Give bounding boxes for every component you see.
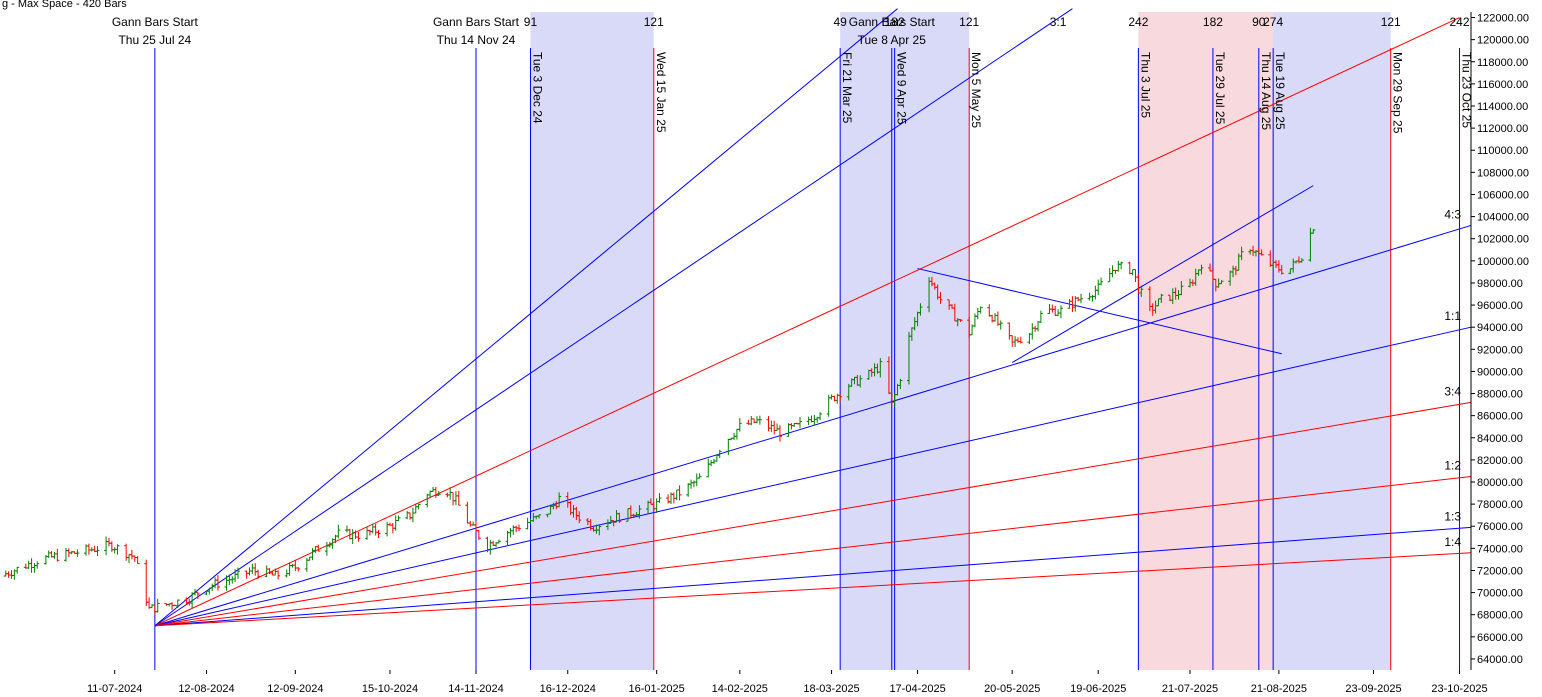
y-tick-label: 84000.00 (1477, 433, 1523, 445)
shaded-regions (530, 12, 1391, 670)
x-tick-label: 14-11-2024 (448, 683, 503, 695)
vertical-marker-label: Thu 14 Aug 25 (1259, 52, 1273, 130)
x-tick-label: 21-08-2025 (1251, 683, 1307, 695)
vertical-marker-label: Fri 21 Mar 25 (840, 52, 854, 124)
vertical-marker-label: Thu 23 Oct 25 (1460, 52, 1474, 128)
x-tick-label: 12-08-2024 (178, 683, 234, 695)
shaded-region (530, 12, 654, 670)
y-tick-label: 68000.00 (1477, 610, 1523, 622)
y-tick-label: 106000.00 (1477, 189, 1529, 201)
fan-line (154, 8, 1073, 627)
gann-start-title: Gann Bars Start (849, 15, 936, 29)
fan-line (154, 475, 1472, 627)
y-tick-label: 104000.00 (1477, 212, 1529, 224)
y-tick-label: 78000.00 (1477, 499, 1523, 511)
chart-axes: 64000.00 66000.00 68000.00 70000.00 72000.00… (87, 12, 1529, 695)
bar-count-label: 274 (1263, 15, 1283, 29)
y-tick-label: 80000.00 (1477, 477, 1523, 489)
x-tick-label: 23-09-2025 (1345, 683, 1401, 695)
x-tick-label: 19-06-2025 (1070, 683, 1126, 695)
fan-line-label: 1:4 (1444, 535, 1461, 549)
y-tick-label: 70000.00 (1477, 588, 1523, 600)
x-tick-label: 20-05-2025 (984, 683, 1040, 695)
y-tick-label: 74000.00 (1477, 543, 1523, 555)
fan-line-label: 3:4 (1444, 384, 1461, 398)
fan-line-label: 1:2 (1444, 458, 1461, 472)
bar-count-label: 242 (1450, 15, 1470, 29)
price-bars (3, 227, 1316, 615)
bar-count-label: 242 (1128, 15, 1148, 29)
fan-line (154, 552, 1472, 627)
vertical-marker-label: Tue 29 Jul 25 (1213, 52, 1227, 125)
y-tick-label: 102000.00 (1477, 234, 1529, 246)
y-tick-label: 92000.00 (1477, 344, 1523, 356)
y-tick-label: 114000.00 (1477, 101, 1528, 113)
y-tick-label: 120000.00 (1477, 35, 1529, 47)
y-tick-label: 90000.00 (1477, 366, 1523, 378)
x-tick-label: 18-03-2025 (803, 683, 859, 695)
y-tick-label: 96000.00 (1477, 300, 1523, 312)
x-tick-label: 21-07-2025 (1162, 683, 1218, 695)
shaded-region (1138, 12, 1274, 670)
fan-line (154, 401, 1472, 627)
chart-labels: Gann Bars Start Thu 25 Jul 24 Gann Bars St… (112, 15, 1474, 549)
fan-line (154, 326, 1472, 627)
bar-count-label: 90 (1252, 15, 1266, 29)
y-tick-label: 76000.00 (1477, 521, 1523, 533)
bar-count-label: 49 (833, 15, 847, 29)
bar-count-label: 3:1 (1050, 15, 1067, 29)
gann-start-date: Thu 14 Nov 24 (437, 33, 516, 47)
fan-line (154, 8, 898, 627)
y-tick-label: 118000.00 (1477, 57, 1528, 69)
x-tick-label: 15-10-2024 (362, 683, 418, 695)
vertical-marker-label: Wed 9 Apr 25 (895, 52, 909, 125)
y-tick-label: 64000.00 (1477, 654, 1523, 666)
gann-start-title: Gann Bars Start (112, 15, 199, 29)
fan-line (154, 224, 1472, 627)
y-tick-label: 108000.00 (1477, 167, 1529, 179)
bar-count-label: 182 (885, 15, 905, 29)
x-tick-label: 14-02-2025 (712, 683, 768, 695)
x-tick-label: 12-09-2024 (267, 683, 323, 695)
x-tick-label: 16-01-2025 (629, 683, 685, 695)
vertical-marker-label: Mon 5 May 25 (969, 52, 983, 128)
bar-count-label: 121 (959, 15, 979, 29)
vertical-marker-label: Thu 3 Jul 25 (1138, 52, 1152, 118)
vertical-marker-label: Mon 29 Sep 25 (1391, 52, 1405, 134)
y-tick-label: 88000.00 (1477, 389, 1523, 401)
fan-line-label: 1:1 (1444, 309, 1461, 323)
x-tick-label: 11-07-2024 (87, 683, 142, 695)
bar-count-label: 121 (644, 15, 664, 29)
chart-header: g - Max Space - 420 Bars (2, 0, 127, 10)
x-tick-label: 17-04-2025 (889, 683, 945, 695)
fan-line-label: 1:3 (1444, 509, 1461, 523)
shaded-region (1273, 12, 1391, 670)
x-tick-label: 16-12-2024 (540, 683, 596, 695)
vertical-marker-label: Tue 3 Dec 24 (530, 52, 544, 124)
x-tick-label: 23-10-2025 (1431, 683, 1487, 695)
fan-line (154, 526, 1472, 627)
fan-line-label: 4:3 (1444, 207, 1461, 221)
y-tick-label: 100000.00 (1477, 256, 1529, 268)
vertical-marker-label: Wed 15 Jan 25 (654, 52, 668, 133)
y-tick-label: 94000.00 (1477, 322, 1523, 334)
trend-line (1011, 185, 1314, 363)
bar-count-label: 91 (524, 15, 538, 29)
gann-start-date: Tue 8 Apr 25 (858, 33, 927, 47)
gann-start-title: Gann Bars Start (433, 15, 520, 29)
y-tick-label: 110000.00 (1477, 145, 1528, 157)
vertical-marker-label: Tue 19 Aug 25 (1273, 52, 1287, 130)
bar-count-label: 121 (1381, 15, 1401, 29)
y-tick-label: 86000.00 (1477, 411, 1523, 423)
y-tick-label: 116000.00 (1477, 79, 1528, 91)
y-tick-label: 82000.00 (1477, 455, 1523, 467)
gann-start-date: Thu 25 Jul 24 (118, 33, 191, 47)
y-tick-label: 72000.00 (1477, 565, 1523, 577)
y-tick-label: 98000.00 (1477, 278, 1523, 290)
y-tick-label: 66000.00 (1477, 632, 1523, 644)
y-tick-label: 112000.00 (1477, 123, 1528, 135)
y-tick-label: 122000.00 (1477, 13, 1529, 25)
bar-count-label: 182 (1203, 15, 1223, 29)
